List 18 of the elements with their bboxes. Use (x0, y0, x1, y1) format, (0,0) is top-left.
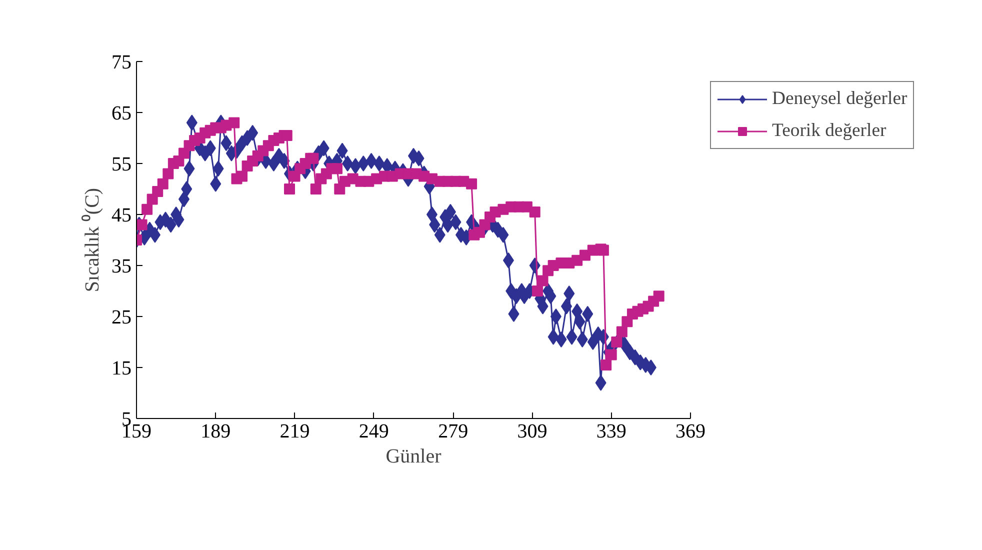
x-tick-label: 219 (280, 420, 310, 442)
y-tick-label: 65 (112, 102, 132, 124)
y-tick-label: 15 (112, 358, 132, 380)
y-tick-label: 25 (112, 306, 132, 328)
x-tick-label: 339 (596, 420, 626, 442)
y-tick-label: 75 (112, 52, 132, 74)
x-tick-label: 309 (517, 420, 548, 442)
x-tick-label: 189 (200, 420, 231, 442)
x-tick-label: 279 (438, 420, 468, 442)
x-tick-label: 249 (358, 420, 389, 442)
x-axis-title: Günler (386, 446, 442, 468)
legend-label: Teorik değerler (772, 120, 886, 142)
x-tick-label: 369 (676, 420, 706, 442)
y-tick-label: 55 (112, 154, 132, 176)
y-tick-label: 45 (112, 204, 132, 226)
y-tick-label: 35 (112, 256, 132, 278)
legend-label: Deneysel değerler (772, 88, 908, 110)
y-axis-title: Sıcaklık ⁰(C) (80, 188, 104, 292)
